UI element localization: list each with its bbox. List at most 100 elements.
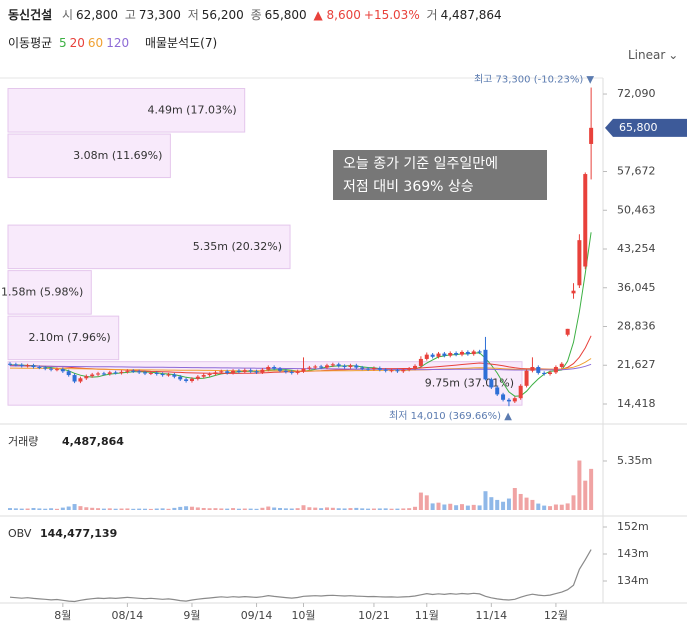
volume-bar [184,506,189,510]
candle-body [518,385,523,399]
volume-bar [254,508,259,510]
volume-bar [354,507,359,510]
legend-item[interactable]: 5 [59,36,67,50]
candle-body [424,354,429,359]
volume-bar [54,508,59,510]
candle-body [512,398,517,402]
y-tick-label: 57,672 [617,165,656,178]
candle-body [131,370,136,372]
profile-legend[interactable]: 매물분석도(7) [144,36,218,50]
volume-bar [536,503,541,510]
volume-bar [401,508,406,510]
volume-bar [201,507,206,510]
legend-item[interactable]: 60 [87,36,104,50]
candle-body [242,370,247,372]
candle-body [530,367,535,371]
volume-bar [324,507,329,510]
legend-item[interactable]: 20 [69,36,85,50]
candle-body [548,372,553,374]
volume-bar [125,508,130,510]
volume-value: 4,487,864 [440,8,502,22]
y-tick-label: 5.35m [617,454,652,467]
volume-bar [360,508,365,510]
low-value: 56,200 [201,8,244,22]
candle-body [348,365,353,368]
candle-body [125,370,130,372]
volume-bar [213,508,218,510]
volume-profile-bar [7,315,120,361]
volume-bar [330,507,335,510]
volume-bar [137,508,142,510]
candle-body [319,366,324,368]
stock-name: 동신건설 [8,8,53,22]
candle-body [366,368,371,370]
volume-bar [430,503,435,510]
volume-bar [78,506,83,510]
volume-bar [248,508,253,510]
candle-body [113,372,118,374]
legend-item[interactable]: 120 [106,36,130,50]
candle-body [559,363,564,368]
candle-body [506,399,511,402]
volume-label: 거 [426,8,438,22]
volume-bar [131,508,136,510]
scale-label[interactable]: Linear [628,48,666,62]
x-tick-label: 12월 [544,609,568,622]
quote-header: 동신건설 시 62,800 고 73,300 저 56,200 종 65,800 ▲ 8… [8,6,505,23]
panel-value: 144,477,139 [40,527,117,540]
candle-body [25,365,30,367]
volume-bar [225,508,230,510]
candle-body [195,376,200,379]
volume-profile-label: 1.58m (5.98%) [1,285,83,298]
volume-bar [342,508,347,510]
candle-body [101,373,106,375]
candle-body [184,379,189,381]
y-tick-label: 36,045 [617,281,656,294]
volume-bar [465,505,470,510]
low-annotation: 최저 14,010 (369.66%) ▲ [389,410,512,422]
candle-body [413,365,418,369]
volume-bar [289,508,294,510]
volume-bar [84,507,89,510]
candle-body [495,387,500,395]
scale-selector[interactable]: Linear ⌄ [628,48,681,62]
volume-bar [477,505,482,510]
volume-bar [31,507,36,510]
x-tick-label: 11/14 [475,609,507,622]
volume-bar [348,508,353,510]
candle-body [78,378,83,382]
candle-body [107,372,112,374]
volume-bar [542,505,547,510]
moving-average [9,363,592,371]
volume-bar [407,508,412,510]
candle-body [565,328,570,335]
x-tick-label: 09/14 [241,609,273,622]
y-tick-label: 72,090 [617,87,656,100]
candle-body [383,369,388,371]
candle-body [471,351,476,355]
candle-body [401,369,406,372]
low-label: 저 [187,8,199,22]
price-tag-label: 65,800 [619,121,658,134]
candle-body [219,371,224,373]
candle-body [236,370,241,372]
volume-bar [272,507,277,510]
panel-title: 거래량 [8,435,38,448]
high-value: 73,300 [138,8,181,22]
volume-bar [166,508,171,510]
legend-items: 5 20 60 120 [59,36,132,50]
volume-bar [501,501,506,510]
candle-body [19,364,24,366]
candle-body [571,290,576,294]
volume-bar [278,507,283,510]
text-box-line: 오늘 종가 기준 일주일만에 [343,156,498,172]
candle-body [31,365,36,368]
x-tick-label: 10월 [291,609,315,622]
candle-body [553,367,558,373]
volume-profile-bar [7,88,246,133]
close-label: 종 [250,8,262,22]
candle-body [477,351,482,353]
x-tick-label: 9월 [183,609,200,622]
volume-bar [548,506,553,510]
y-tick-label: 152m [617,520,649,533]
